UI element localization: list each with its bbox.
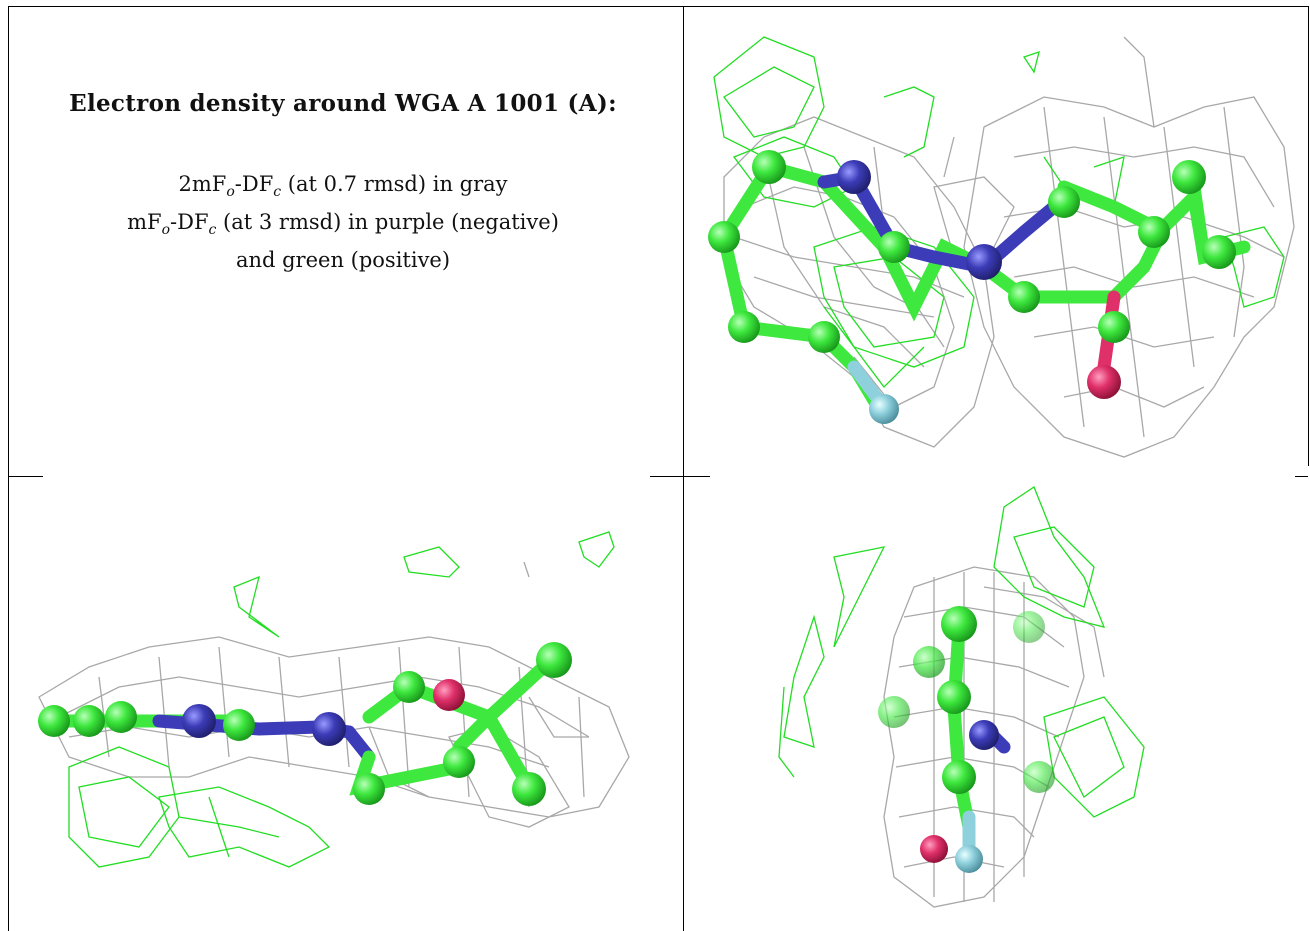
oxygen-atom [920,835,948,863]
row-divider-right [1295,476,1308,477]
carbon-atom [941,606,977,642]
border-right [1308,6,1309,466]
density-view-bottom-right [684,477,1308,931]
oxygen-atom [1087,365,1121,399]
density-render [778,486,1145,908]
carbon-atom [1138,216,1170,248]
fluorine-atom [955,845,983,873]
legend-sub: o [226,184,235,201]
atoms [38,642,572,806]
green-mesh [68,531,615,868]
caption-title: Electron density around WGA A 1001 (A): [69,90,617,117]
legend-line-positive: and green (positive) [235,248,451,273]
legend-text: (at 3 rmsd) in purple (negative) [216,210,559,235]
carbon-atom [728,311,760,343]
carbon-atom [1098,311,1130,343]
carbon-atom [1202,235,1236,269]
density-view-bottom-left [9,477,682,931]
border-left [8,6,9,931]
carbon-atom [1023,761,1055,793]
figure-caption: Electron density around WGA A 1001 (A): … [10,90,676,275]
legend-sub: c [273,184,282,201]
atoms [708,150,1236,424]
legend-sub: o [161,222,171,239]
carbon-atom [512,772,546,806]
nitrogen-atom [312,712,346,746]
carbon-atom [73,705,105,737]
carbon-atom [38,705,70,737]
carbon-atom [1172,160,1206,194]
legend-text: mF [127,210,162,235]
carbon-atom [942,760,976,794]
border-middle-vertical [683,6,684,931]
carbon-atom [536,642,572,678]
nitrogen-atom [182,704,216,738]
density-render [38,531,630,868]
gray-mesh [883,566,1105,908]
carbon-atom [878,696,910,728]
row-divider-left [8,476,43,477]
carbon-atom [1048,186,1080,218]
carbon-atom [878,231,910,263]
carbon-atom [937,680,971,714]
legend-sub: c [208,222,217,239]
carbon-atom [708,221,740,253]
carbon-atom [752,150,786,184]
legend-line-fo-fc: mFo-DFc (at 3 rmsd) in purple (negative) [10,207,676,245]
legend-text: (at 0.7 rmsd) in gray [281,172,508,196]
border-top [8,6,1308,7]
carbon-atom [913,646,945,678]
density-view-top-right [684,7,1308,476]
nitrogen-atom [837,160,871,194]
green-mesh [713,36,1285,388]
nitrogen-atom [969,720,999,750]
carbon-atom [393,671,425,703]
carbon-atom [1013,611,1045,643]
nitrogen-atom [966,244,1002,280]
legend-text: 2mF [178,172,227,196]
row-divider-middle [650,476,710,477]
density-render [708,36,1295,458]
carbon-atom [353,773,385,805]
carbon-atom [443,746,475,778]
carbon-atom [105,701,137,733]
legend-text: -DF [170,210,209,235]
atoms [878,606,1055,873]
fluorine-atom [869,394,899,424]
carbon-atom [223,709,255,741]
legend-line-2fo-fc: 2mFo-DFc (at 0.7 rmsd) in gray [10,169,676,207]
oxygen-atom [433,679,465,711]
carbon-atom [1008,281,1040,313]
legend-text: -DF [234,172,274,196]
carbon-atom [808,321,840,353]
